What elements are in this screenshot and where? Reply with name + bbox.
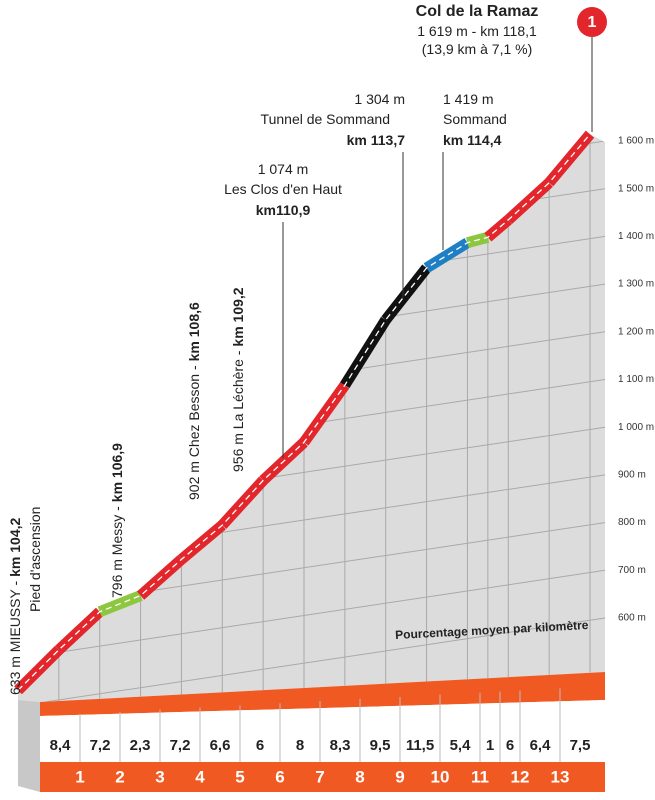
gradient-label: 6,4 bbox=[530, 737, 552, 754]
gradient-label: 2,3 bbox=[130, 737, 151, 754]
y-tick-label: 1 000 m bbox=[618, 422, 654, 433]
gradient-label: 6 bbox=[256, 737, 264, 754]
y-tick-label: 1 100 m bbox=[618, 374, 654, 385]
km-marker: 4 bbox=[195, 767, 205, 786]
annotation-km: km 109,2 bbox=[230, 287, 246, 346]
profile-segment bbox=[14, 645, 63, 695]
y-tick-label: 1 500 m bbox=[618, 183, 654, 194]
km-marker: 12 bbox=[511, 767, 530, 786]
annotation-text: 902 m Chez Besson - bbox=[186, 365, 202, 500]
km-marker: 1 bbox=[75, 767, 84, 786]
km-marker: 7 bbox=[315, 767, 324, 786]
subtitle: (13,9 km à 7,1 %) bbox=[422, 41, 533, 57]
annotation-note: Pied d'ascension bbox=[27, 507, 43, 612]
km-marker: 11 bbox=[471, 767, 489, 786]
km-marker: 5 bbox=[235, 767, 244, 786]
km-marker: 9 bbox=[395, 767, 404, 786]
km-marker: 8 bbox=[355, 767, 364, 786]
title: Col de la Ramaz bbox=[416, 3, 539, 20]
gradient-label: 8,4 bbox=[50, 737, 72, 754]
profile-fill bbox=[18, 134, 605, 702]
gradient-label: 11,5 bbox=[406, 737, 434, 754]
annotation: 633 m MIEUSSY - km 104,2 bbox=[7, 518, 23, 695]
annotation-text: 796 m Messy - bbox=[109, 506, 125, 598]
y-tick-label: 1 600 m bbox=[618, 136, 654, 147]
annotation-text: 633 m MIEUSSY - bbox=[7, 581, 23, 695]
y-tick-label: 600 m bbox=[618, 613, 646, 624]
annotation-altitude: 1 074 m bbox=[258, 161, 309, 177]
annotation-km: km 104,2 bbox=[7, 518, 23, 577]
gradient-label: 8,3 bbox=[330, 737, 351, 754]
km-band bbox=[40, 762, 605, 792]
annotation-place: Tunnel de Sommand bbox=[261, 111, 390, 127]
y-tick-label: 1 300 m bbox=[618, 279, 654, 290]
annotation-km: km110,9 bbox=[256, 202, 311, 218]
profile-segment bbox=[544, 130, 595, 187]
profile-marks bbox=[14, 130, 595, 695]
annotation-km: km 108,6 bbox=[186, 302, 202, 361]
km-marker: 6 bbox=[275, 767, 284, 786]
profile-segment bbox=[484, 215, 512, 242]
y-tick-label: 700 m bbox=[618, 565, 646, 576]
km-marker: 3 bbox=[155, 767, 164, 786]
annotation-altitude: 1 419 m bbox=[443, 91, 494, 107]
gradient-label: 5,4 bbox=[450, 737, 472, 754]
y-tick-label: 1 200 m bbox=[618, 326, 654, 337]
annotation-place: Sommand bbox=[443, 111, 507, 127]
grid-line bbox=[18, 569, 605, 659]
summit-badge-circle bbox=[577, 7, 607, 37]
km-marker: 10 bbox=[431, 767, 450, 786]
y-tick-label: 800 m bbox=[618, 517, 646, 528]
annotation-place: Les Clos d'en Haut bbox=[224, 181, 342, 197]
gradient-label: 7,2 bbox=[170, 737, 191, 754]
annotation-km: km 114,4 bbox=[443, 132, 502, 148]
annotation-text: 956 m La Léchère - bbox=[230, 350, 246, 472]
annotation: 902 m Chez Besson - km 108,6 bbox=[186, 302, 202, 500]
gradient-label: 8 bbox=[296, 737, 304, 754]
band-side bbox=[18, 700, 40, 792]
gradient-label: 1 bbox=[486, 737, 494, 754]
profile-centerline bbox=[17, 133, 591, 691]
annotation-km: km 106,9 bbox=[109, 443, 125, 502]
gradient-label: 7,2 bbox=[90, 737, 111, 754]
gradient-label: 6 bbox=[506, 737, 514, 754]
band-top bbox=[40, 672, 605, 716]
annotation-km: km 113,7 bbox=[347, 132, 406, 148]
gradient-label: 6,6 bbox=[210, 737, 231, 754]
gradient-label: 7,5 bbox=[570, 737, 591, 754]
subtitle: 1 619 m - km 118,1 bbox=[417, 23, 537, 39]
annotation: 796 m Messy - km 106,9 bbox=[109, 443, 125, 598]
km-marker: 13 bbox=[551, 767, 570, 786]
gradient-label: 9,5 bbox=[370, 737, 391, 754]
grid-line bbox=[18, 617, 605, 702]
annotation: 956 m La Léchère - km 109,2 bbox=[230, 287, 246, 472]
gradient-band bbox=[40, 700, 605, 762]
annotation-altitude: 1 304 m bbox=[354, 91, 405, 107]
y-tick-label: 900 m bbox=[618, 470, 646, 481]
km-marker: 2 bbox=[115, 767, 124, 786]
y-tick-label: 1 400 m bbox=[618, 231, 654, 242]
summit-badge: 1 bbox=[588, 14, 597, 31]
